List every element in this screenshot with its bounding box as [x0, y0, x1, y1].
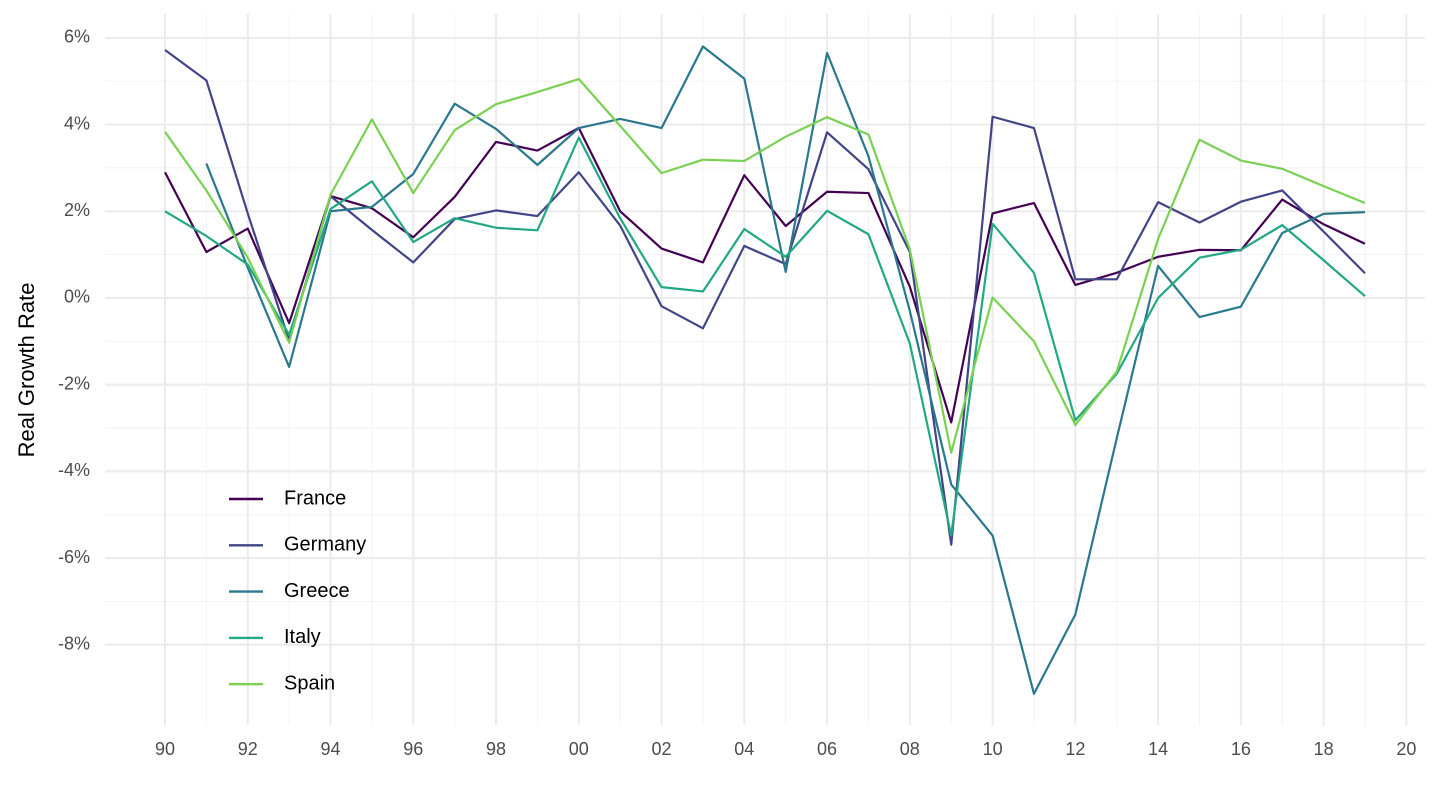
x-tick-label: 94	[321, 739, 341, 759]
y-tick-label: 6%	[64, 27, 90, 47]
x-tick-label: 90	[155, 739, 175, 759]
y-tick-label: -4%	[58, 460, 90, 480]
x-tick-label: 06	[817, 739, 837, 759]
legend-label: Germany	[284, 534, 366, 556]
x-tick-label: 02	[652, 739, 672, 759]
x-tick-label: 18	[1314, 739, 1334, 759]
y-tick-label: -8%	[58, 634, 90, 654]
x-tick-label: 08	[900, 739, 920, 759]
series-line	[164, 136, 1366, 537]
x-tick-label: 14	[1148, 739, 1168, 759]
y-tick-label: 2%	[64, 200, 90, 220]
series-line	[164, 49, 1366, 546]
series-line	[205, 45, 1366, 695]
series-line	[164, 77, 1366, 454]
legend-label: Spain	[284, 672, 335, 694]
legend-label: Italy	[284, 626, 321, 648]
x-tick-label: 20	[1396, 739, 1416, 759]
legend-label: France	[284, 487, 346, 509]
y-tick-label: 4%	[64, 113, 90, 133]
x-tick-label: 96	[403, 739, 423, 759]
legend-label: Greece	[284, 580, 350, 602]
x-tick-label: 04	[734, 739, 754, 759]
y-tick-label: -2%	[58, 373, 90, 393]
y-tick-label: -6%	[58, 547, 90, 567]
y-tick-label: 0%	[64, 287, 90, 307]
x-tick-label: 12	[1065, 739, 1085, 759]
x-tick-label: 10	[983, 739, 1003, 759]
x-tick-label: 00	[569, 739, 589, 759]
x-tick-label: 16	[1231, 739, 1251, 759]
x-tick-label: 92	[238, 739, 258, 759]
x-tick-label: 98	[486, 739, 506, 759]
series-line	[164, 126, 1366, 424]
y-axis-label: Real Growth Rate	[14, 283, 39, 458]
